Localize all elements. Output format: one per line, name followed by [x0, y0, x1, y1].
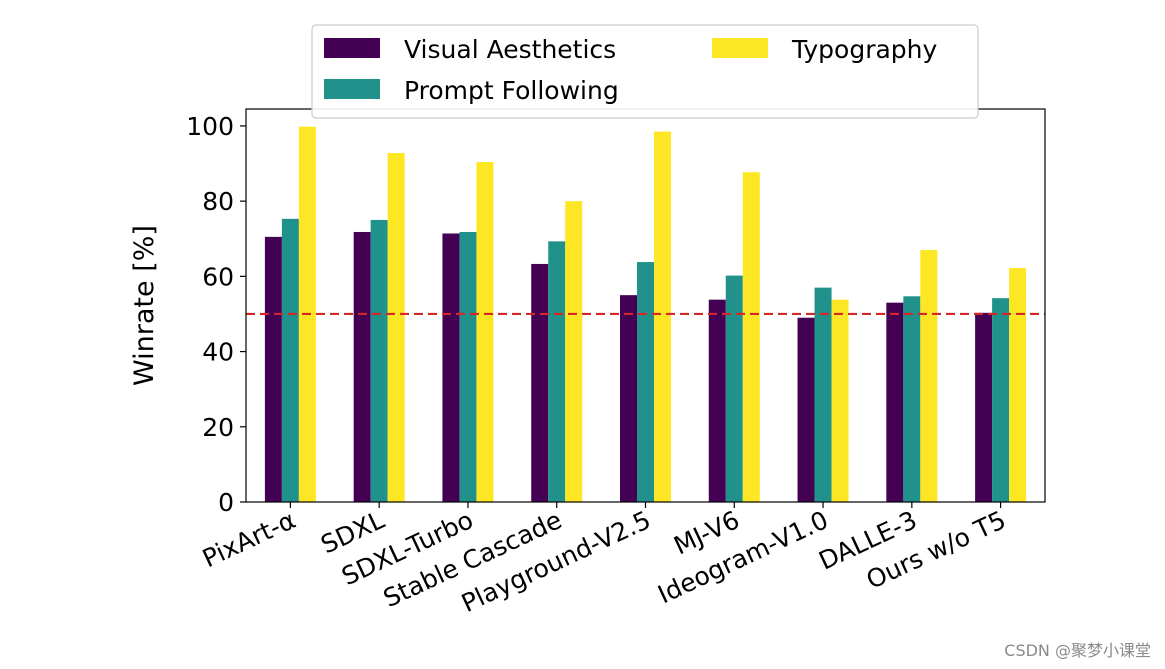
bar-visual-aesthetics-0: [264, 236, 282, 502]
bar-typography-4: [654, 131, 671, 503]
bar-visual-aesthetics-6: [797, 317, 815, 502]
plot-area: [246, 126, 1045, 503]
legend-swatch-typography: [712, 38, 768, 58]
bar-visual-aesthetics-4: [620, 295, 637, 502]
bar-prompt-following-2: [459, 231, 477, 502]
bar-typography-1: [387, 153, 405, 502]
y-tick-label-0: 0: [218, 488, 234, 517]
bar-prompt-following-3: [548, 241, 566, 502]
legend-label-typography: Typography: [791, 35, 938, 64]
bar-prompt-following-8: [992, 298, 1010, 502]
bar-typography-6: [831, 299, 849, 502]
bar-prompt-following-6: [814, 287, 832, 502]
bar-prompt-following-1: [370, 219, 388, 503]
bar-visual-aesthetics-5: [708, 299, 726, 502]
bar-typography-7: [920, 250, 938, 502]
y-tick-label-100: 100: [186, 112, 234, 141]
bar-prompt-following-4: [637, 262, 654, 502]
watermark-text: CSDN @聚梦小课堂: [1004, 641, 1151, 660]
bar-prompt-following-5: [725, 275, 743, 502]
legend: Visual Aesthetics Prompt Following Typogra…: [311, 24, 979, 119]
legend-swatch-visual-aesthetics: [324, 38, 380, 58]
bar-prompt-following-0: [281, 218, 299, 502]
legend-box: [311, 24, 979, 119]
bar-typography-2: [476, 162, 494, 502]
bar-typography-8: [1009, 268, 1027, 502]
y-axis-label: Winrate [%]: [129, 225, 160, 386]
bar-visual-aesthetics-2: [442, 233, 460, 503]
legend-swatch-prompt-following: [324, 79, 380, 99]
y-tick-label-20: 20: [202, 413, 234, 442]
legend-label-prompt-following: Prompt Following: [404, 76, 619, 105]
y-tick-label-80: 80: [202, 187, 234, 216]
y-tick-label-60: 60: [202, 262, 234, 291]
y-tick-label-40: 40: [202, 338, 234, 367]
bar-prompt-following-7: [903, 296, 921, 502]
bar-typography-3: [565, 201, 583, 502]
x-tick-label-0: PixArt-α: [198, 505, 300, 573]
bar-visual-aesthetics-8: [975, 312, 993, 502]
bar-typography-5: [742, 172, 760, 503]
legend-label-visual-aesthetics: Visual Aesthetics: [404, 35, 616, 64]
bar-visual-aesthetics-1: [353, 231, 371, 502]
bar-visual-aesthetics-3: [531, 263, 549, 502]
bar-visual-aesthetics-7: [886, 302, 904, 502]
